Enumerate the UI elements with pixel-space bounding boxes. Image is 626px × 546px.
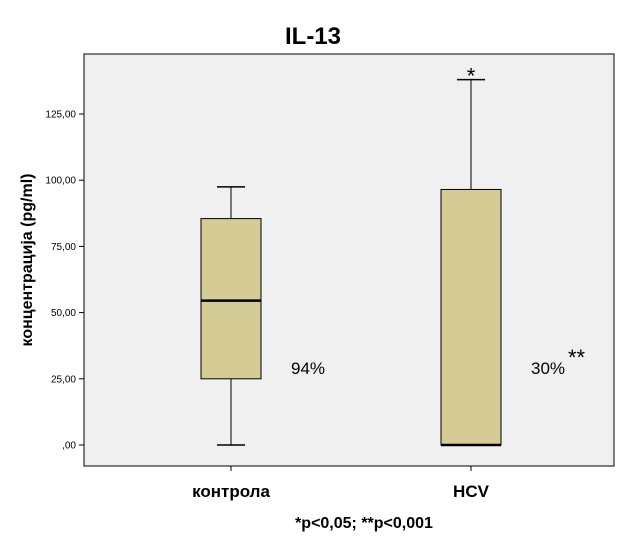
y-tick-label: 125,00 [45, 110, 76, 121]
box-iqr [440, 188, 502, 446]
box-iqr [200, 218, 262, 380]
plot-area [83, 53, 615, 467]
boxes-group: 94% * 30% ** [200, 64, 586, 447]
percent-annotation: 94% [291, 359, 325, 378]
outlier-marker: * [467, 64, 476, 89]
x-tick-label: HCV [453, 482, 490, 501]
significance-marker: ** [568, 345, 586, 370]
y-tick-label: ,00 [62, 441, 76, 452]
percent-annotation: 30% [531, 359, 565, 378]
y-tick-label: 50,00 [51, 308, 76, 319]
y-axis: ,00 25,00 50,00 75,00 100,00 125,00 [45, 110, 84, 452]
x-tick-label: контрола [192, 482, 270, 501]
y-tick-label: 75,00 [51, 242, 76, 253]
y-tick-label: 100,00 [45, 176, 76, 187]
significance-footnote: *p<0,05; **p<0,001 [295, 515, 433, 532]
x-axis: контрола HCV [192, 466, 490, 501]
y-tick-label: 25,00 [51, 374, 76, 385]
chart-title: IL-13 [285, 23, 341, 50]
y-axis-title: концентрација (pg/ml) [19, 174, 36, 347]
